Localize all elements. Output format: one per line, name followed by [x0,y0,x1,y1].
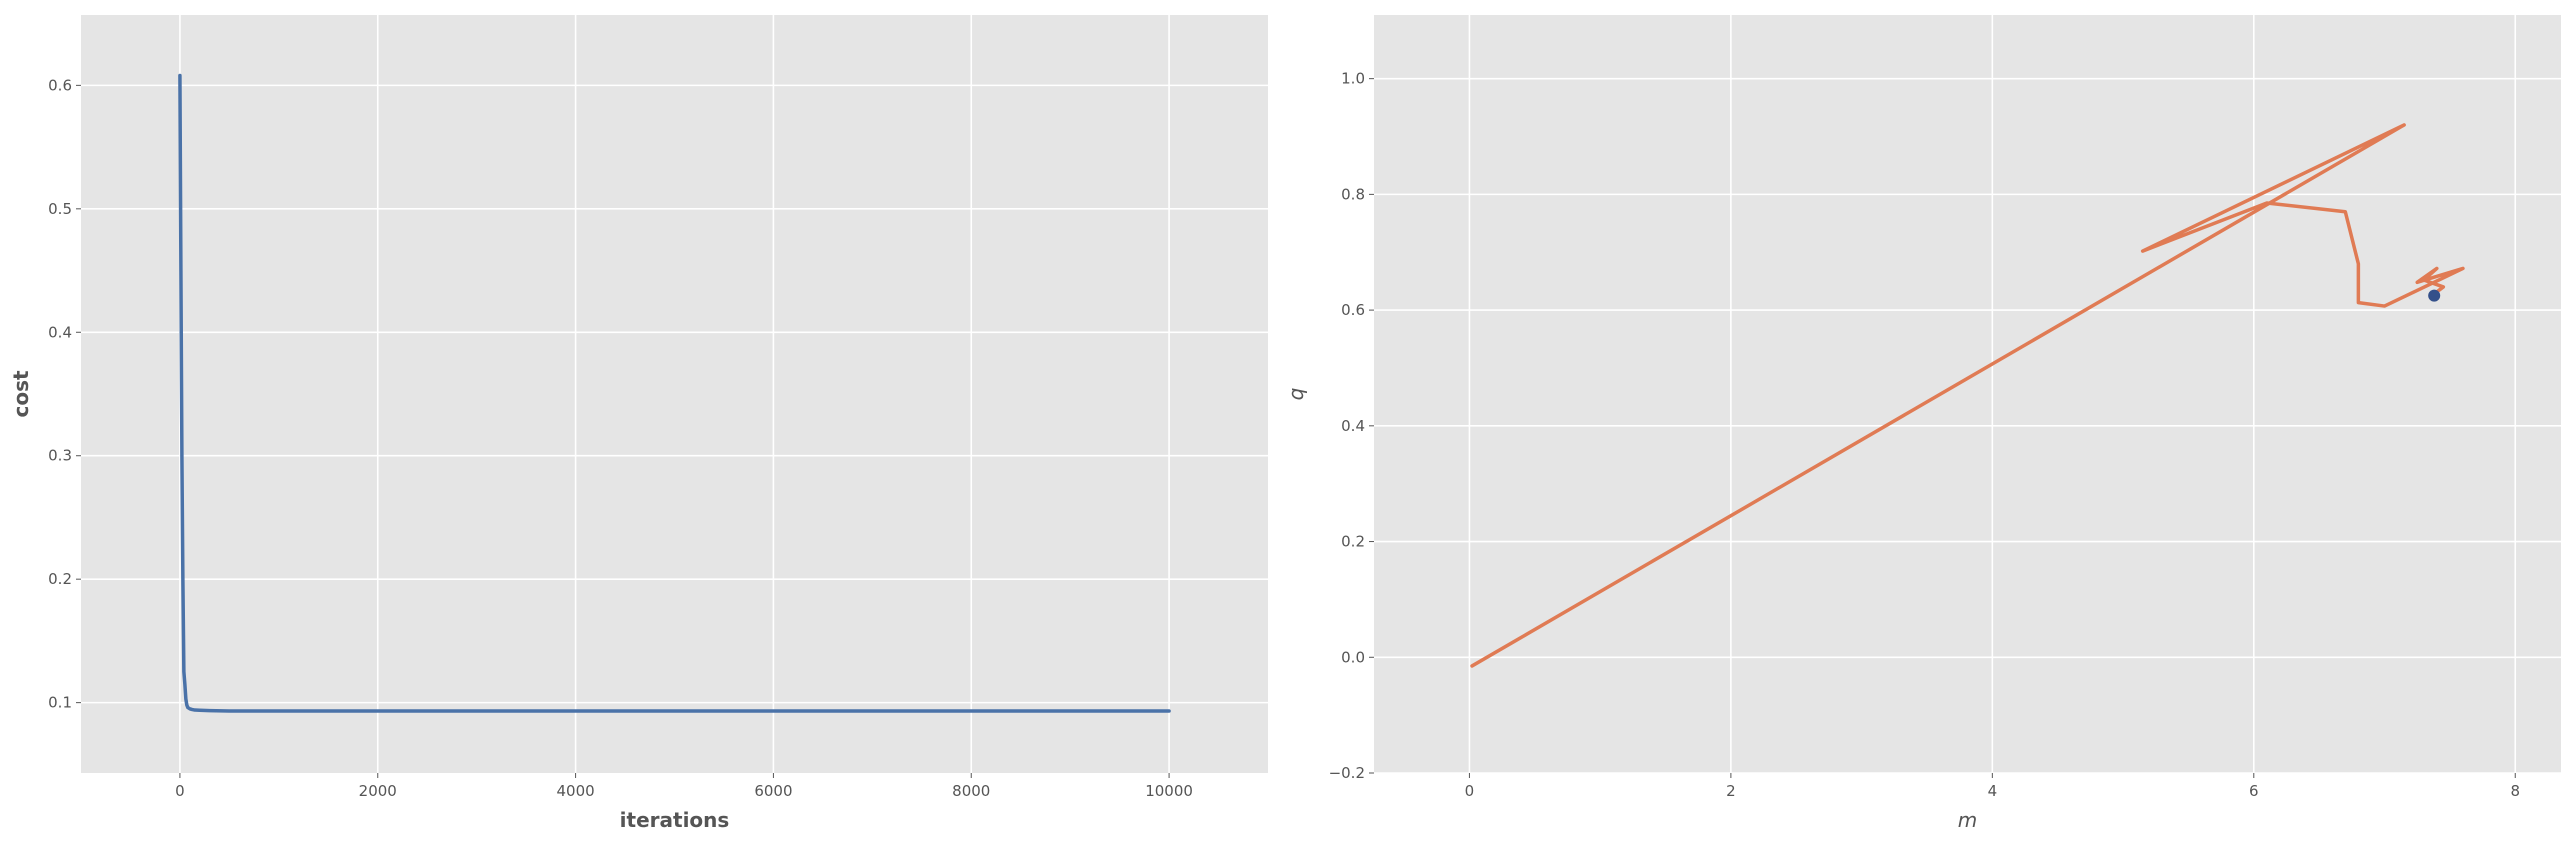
cost-x-tick-labels: 0 2000 4000 6000 8000 10000 [175,773,1193,800]
x-tick-label: 2 [1726,782,1736,800]
parameter-y-tick-labels: −0.2 0.0 0.2 0.4 0.6 0.8 1.0 [1329,70,1374,782]
series-line [178,73,1171,713]
final-point-marker [2428,289,2441,302]
cost-y-axis-label: cost [9,370,33,418]
y-tick-label: 0.4 [48,323,72,341]
y-tick-label: −0.2 [1329,764,1365,782]
x-tick-label: 4 [1988,782,1998,800]
y-tick-label: 0.2 [1341,533,1365,551]
x-tick-label: 8000 [952,782,990,800]
cost-plot-area [81,15,1268,773]
parameter-y-axis-label: q [1284,388,1308,401]
y-tick-label: 0.6 [1341,301,1365,319]
y-tick-label: 0.3 [48,447,72,465]
x-tick-label: 2000 [359,782,397,800]
parameter-x-tick-labels: 0 2 4 6 8 [1465,773,2520,800]
parameter-series [1470,123,2465,668]
cost-series [178,73,1171,713]
x-tick-label: 0 [175,782,185,800]
cost-x-axis-label: iterations [620,808,730,832]
parameter-gridlines [1374,15,2561,774]
parameter-chart: 0 2 4 6 8 −0.2 0.0 0.2 0.4 0.6 0.8 1.0 m q [1284,15,2561,832]
y-tick-label: 1.0 [1341,70,1365,88]
y-tick-label: 0.6 [48,76,72,94]
y-tick-label: 0.1 [48,694,72,712]
x-tick-label: 10000 [1145,782,1193,800]
y-tick-label: 0.8 [1341,185,1365,203]
y-tick-label: 0.0 [1341,648,1365,666]
y-tick-label: 0.4 [1341,417,1365,435]
cost-chart: 0 2000 4000 6000 8000 10000 0.10.20.30.40.50.… [9,15,1268,832]
x-tick-label: 4000 [556,782,594,800]
parameter-x-axis-label: m [1958,808,1977,832]
x-tick-label: 0 [1465,782,1475,800]
y-tick-label: 0.5 [48,200,72,218]
x-tick-label: 6000 [754,782,792,800]
x-tick-label: 6 [2249,782,2259,800]
series-line [1470,123,2465,668]
parameter-plot-area [1374,15,2561,773]
cost-y-tick-labels: 0.1 0.2 0.3 0.4 0.5 0.6 [48,76,81,712]
y-tick-label: 0.2 [48,570,72,588]
x-tick-label: 8 [2510,782,2520,800]
cost-gridlines [81,15,1268,773]
